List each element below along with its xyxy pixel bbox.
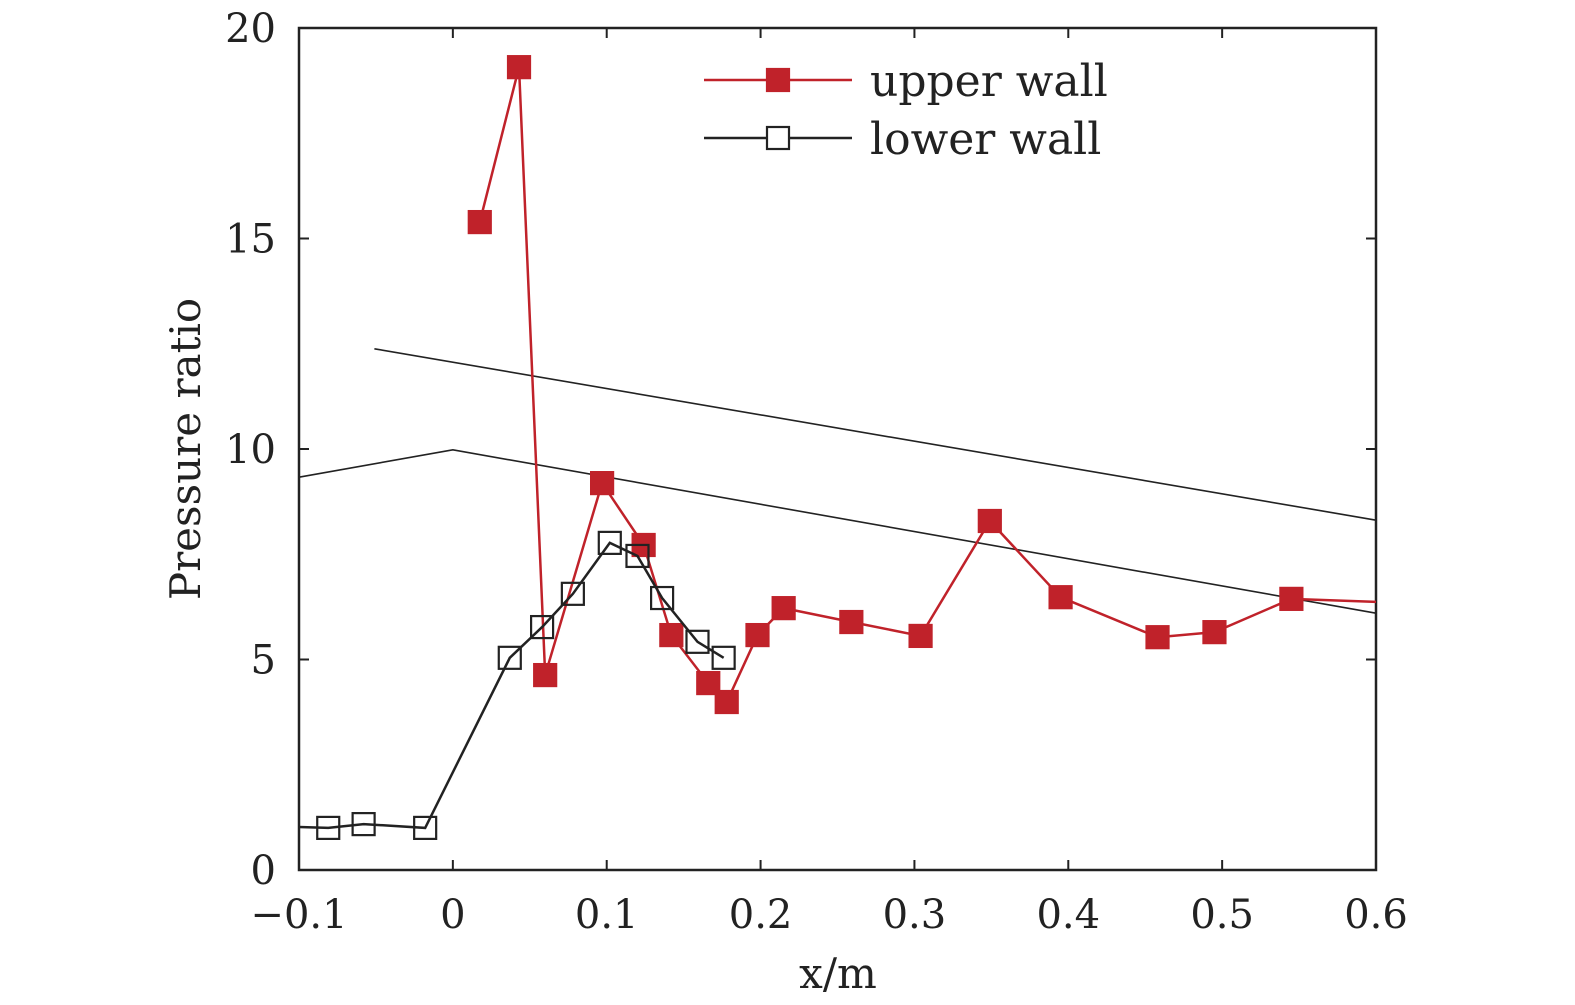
lower-wall-marker [413, 815, 438, 841]
lower-wall-line [298, 541, 725, 830]
y-tick-label: 0 [251, 848, 276, 894]
upper-wall-marker [506, 55, 532, 80]
upper-wall-marker [771, 596, 796, 621]
x-tick-label: 0.2 [729, 892, 793, 938]
upper-wall-marker [696, 670, 721, 696]
geometry-wall-line [298, 449, 1377, 614]
x-tick-label: 0.5 [1190, 892, 1254, 938]
upper-wall-marker [908, 623, 933, 649]
lower-wall-marker [685, 629, 710, 654]
lower-wall-marker [625, 543, 650, 569]
upper-wall-marker [533, 662, 558, 688]
upper-wall-marker [1145, 625, 1170, 650]
x-tick-label: 0.6 [1344, 892, 1408, 938]
x-tick-label: 0 [440, 892, 465, 938]
legend-label-upper-wall: upper wall [870, 56, 1108, 107]
lower-wall-marker [560, 581, 585, 606]
legend-marker-upper-wall [765, 67, 791, 93]
lower-wall-marker [597, 530, 622, 555]
lower-wall-marker [711, 645, 736, 670]
lower-wall-marker [650, 585, 675, 611]
upper-wall-marker [839, 609, 864, 635]
upper-wall-marker [467, 209, 492, 235]
lower-wall-marker [351, 812, 376, 837]
y-tick-label: 15 [225, 217, 276, 263]
x-tick-label: −0.1 [250, 892, 347, 938]
x-tick-label: 0.1 [575, 892, 639, 938]
y-tick-label: 20 [225, 6, 276, 52]
upper-wall-marker [1202, 620, 1227, 645]
y-tick-label: 5 [251, 638, 276, 684]
upper-wall-marker [714, 689, 739, 715]
upper-wall-marker [1279, 586, 1304, 611]
lower-wall-marker [497, 645, 522, 670]
upper-wall-marker [745, 622, 770, 648]
upper-wall-marker [589, 471, 615, 496]
upper-wall-marker [977, 508, 1002, 534]
y-axis-label: Pressure ratio [161, 298, 210, 600]
legend-marker-lower-wall [765, 125, 791, 151]
upper-wall-marker [659, 622, 684, 648]
legend-label-lower-wall: lower wall [870, 114, 1101, 165]
y-tick-label: 10 [225, 427, 276, 473]
x-tick-label: 0.4 [1036, 892, 1100, 938]
lower-wall-marker [316, 815, 341, 841]
upper-wall-marker [1048, 585, 1073, 610]
legend: upper wall lower wall [704, 56, 1108, 165]
lower-wall-marker [529, 614, 555, 640]
x-axis-label: x/m [799, 949, 877, 998]
plot-frame [297, 26, 1378, 872]
x-tick-label: 0.3 [883, 892, 947, 938]
geometry-wall-line [374, 348, 1377, 521]
